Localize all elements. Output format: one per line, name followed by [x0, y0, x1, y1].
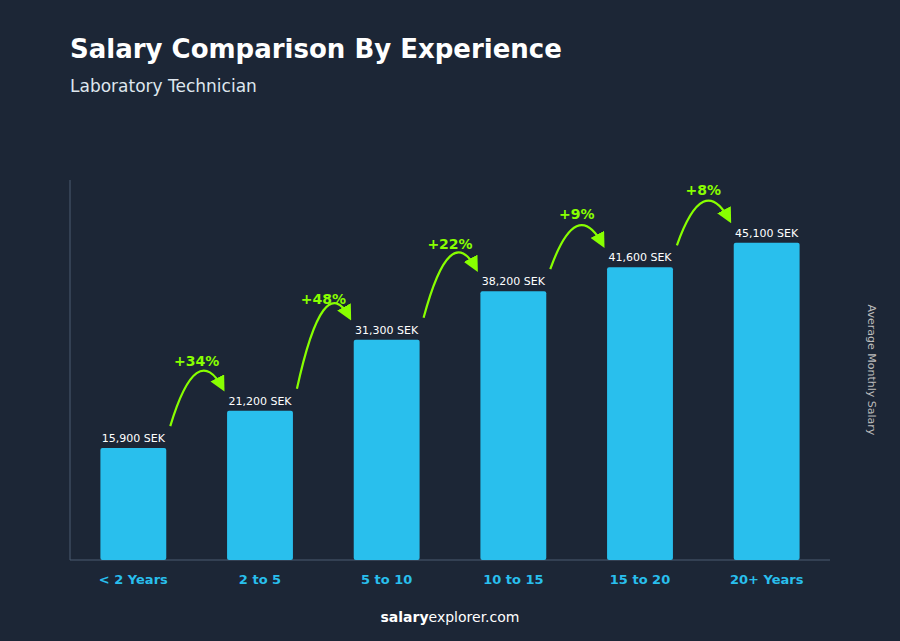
x-tick-label: 15 to 20 [610, 572, 670, 587]
x-axis-line [70, 560, 830, 561]
title: Salary Comparison By Experience [70, 34, 562, 64]
footer-part: explorer.com [429, 609, 520, 625]
data-label: 38,200 SEK [482, 275, 546, 288]
data-label: 41,600 SEK [608, 251, 672, 264]
change-label: +48% [301, 291, 346, 307]
chart-container: Salary Comparison By Experience Laborator… [0, 0, 900, 641]
bar [227, 411, 293, 560]
data-label: 15,900 SEK [102, 432, 166, 445]
change-label: +8% [686, 182, 722, 198]
chart: Salary Comparison By Experience Laborator… [0, 0, 900, 641]
bar [480, 291, 546, 560]
background [0, 0, 900, 641]
change-label: +22% [427, 236, 472, 252]
change-arrow [170, 371, 223, 427]
x-tick-label: 20+ Years [730, 572, 804, 587]
change-arrow [424, 252, 477, 317]
data-label: 31,300 SEK [355, 324, 419, 337]
change-arrow [677, 201, 730, 246]
change-arrow [297, 303, 350, 389]
y-axis-line [70, 180, 71, 560]
footer-part: salary [381, 609, 429, 625]
subtitle: Laboratory Technician [70, 76, 257, 96]
data-label: 45,100 SEK [735, 227, 799, 240]
bar [100, 448, 166, 560]
bar [607, 267, 673, 560]
bar [734, 243, 800, 560]
change-label: +9% [559, 206, 595, 222]
bar [354, 340, 420, 560]
x-tick-label: < 2 Years [99, 572, 168, 587]
y-axis-label: Average Monthly Salary [865, 305, 878, 436]
x-tick-label: 2 to 5 [239, 572, 281, 587]
bars [100, 243, 799, 560]
x-tick-label: 10 to 15 [483, 572, 543, 587]
x-tick-label: 5 to 10 [361, 572, 412, 587]
footer: salaryexplorer.com [381, 609, 520, 625]
data-label: 21,200 SEK [228, 395, 292, 408]
change-label: +34% [174, 353, 219, 369]
change-arrow [550, 225, 603, 269]
